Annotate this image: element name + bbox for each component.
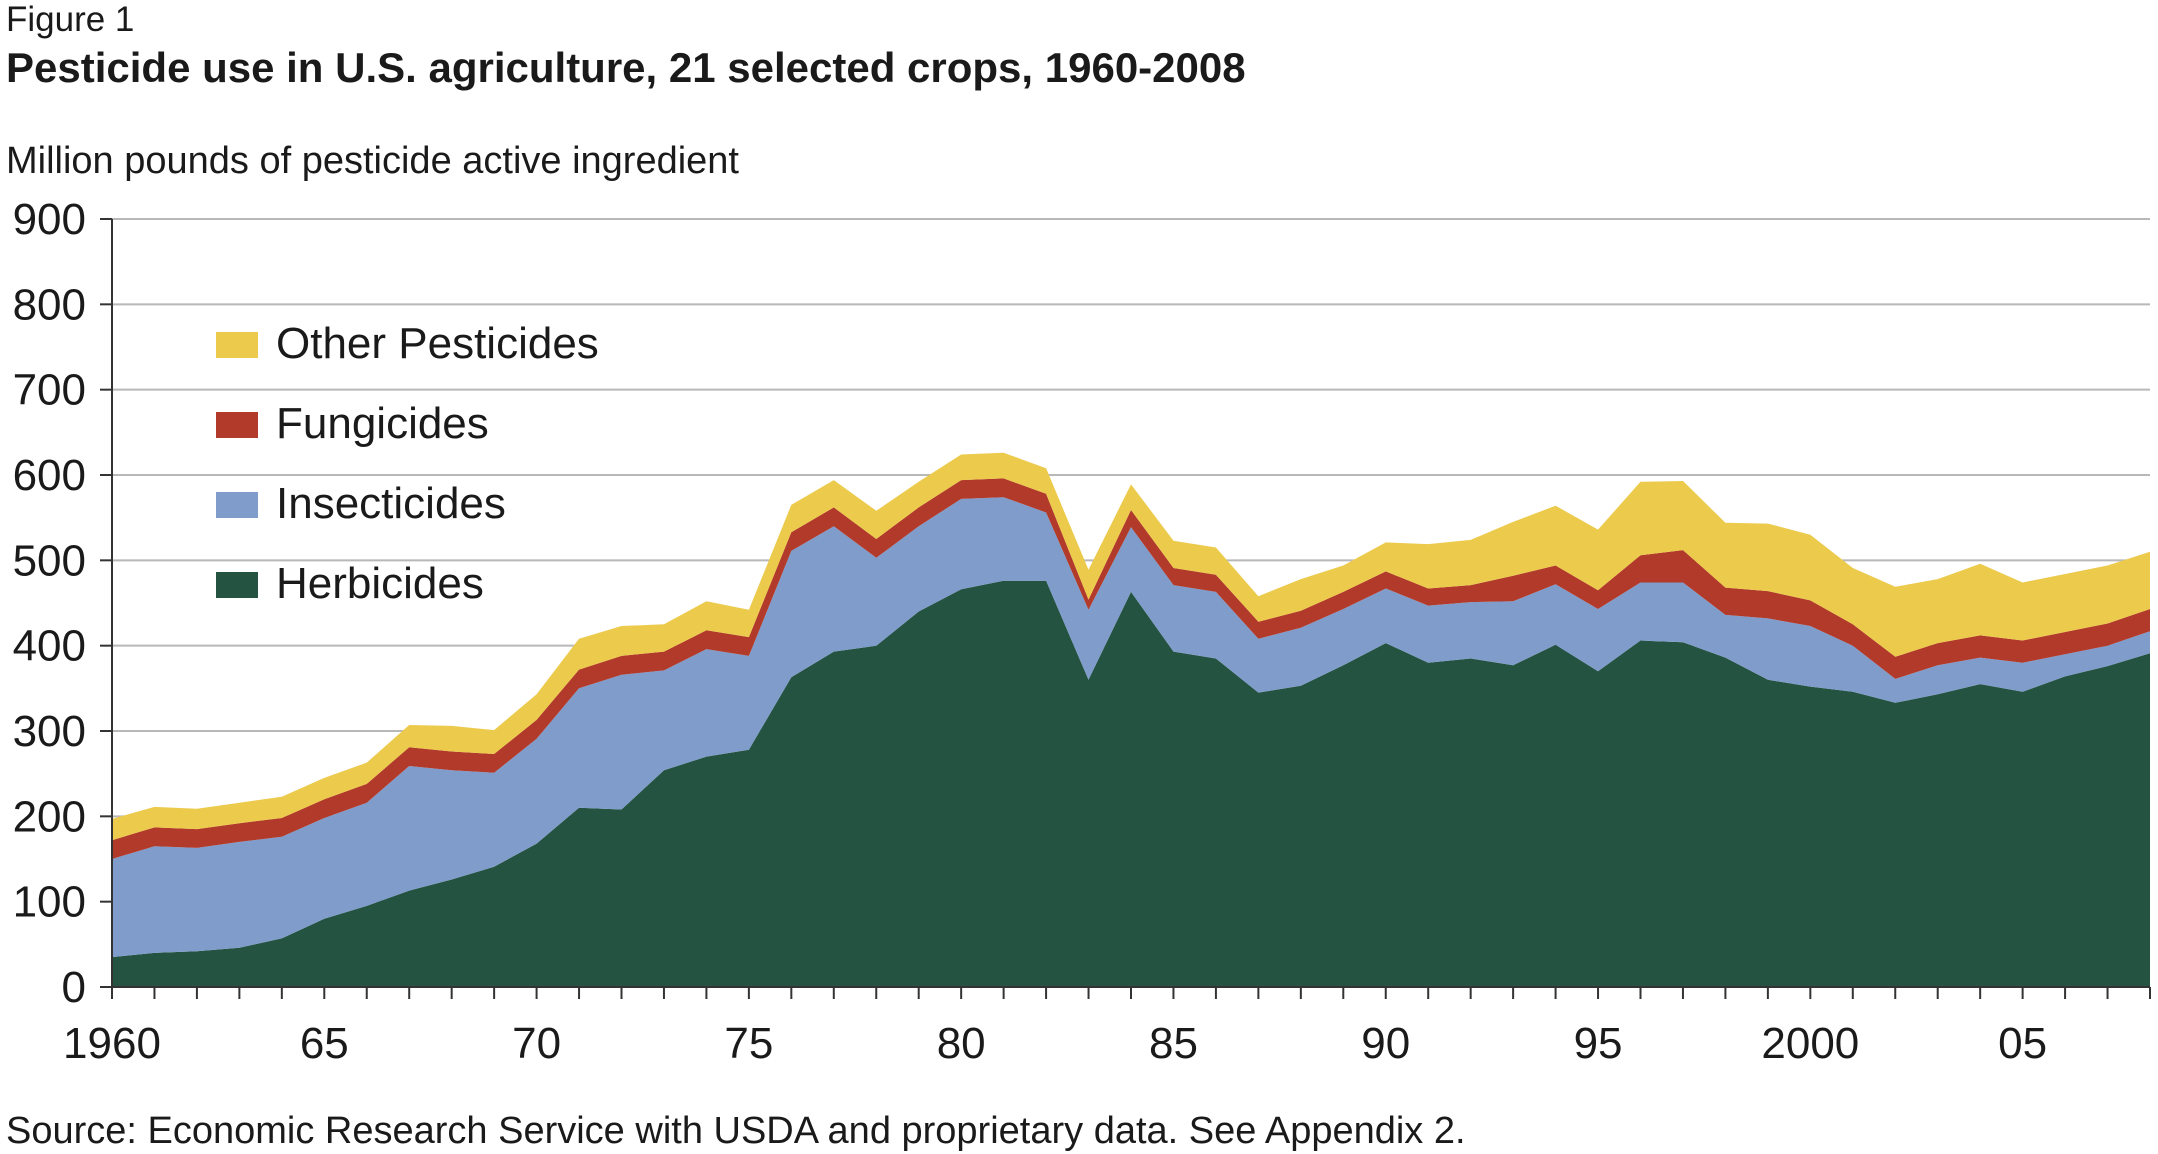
legend: Other Pesticides Fungicides Insecticides He…: [216, 319, 599, 608]
x-tick-label: 65: [300, 1019, 349, 1068]
y-tick-label: 300: [13, 707, 86, 756]
area-other-pesticides: [112, 452, 2150, 841]
area-herbicides: [112, 580, 2150, 987]
y-tick-label: 900: [13, 195, 86, 244]
x-tick-label: 85: [1149, 1019, 1198, 1068]
legend-label-fungicides: Fungicides: [276, 399, 489, 448]
source-note: Source: Economic Research Service with U…: [6, 1110, 1466, 1152]
y-tick-label: 500: [13, 536, 86, 585]
y-tick-label: 100: [13, 878, 86, 927]
x-tick-label: 95: [1574, 1019, 1623, 1068]
y-tick-label: 800: [13, 280, 86, 329]
x-tick-label: 90: [1361, 1019, 1410, 1068]
area-fungicides: [112, 478, 2150, 859]
y-tick-label: 0: [62, 963, 86, 1012]
y-tick-label: 400: [13, 622, 86, 671]
legend-swatch-fungicides: [216, 412, 258, 438]
stacked-areas: [112, 452, 2150, 987]
x-tick-label: 1960: [63, 1019, 161, 1068]
legend-swatch-herbicides: [216, 572, 258, 598]
y-tick-label: 200: [13, 792, 86, 841]
x-tick-label: 2000: [1761, 1019, 1859, 1068]
legend-swatch-other-pesticides: [216, 332, 258, 358]
pesticide-area-chart: 0 100 200 300 400 500 600 700 800 900 1960 65 70 75 80…: [13, 195, 2151, 1068]
y-axis-label: Million pounds of pesticide active ingre…: [6, 140, 739, 182]
legend-swatch-insecticides: [216, 492, 258, 518]
legend-label-other-pesticides: Other Pesticides: [276, 319, 599, 368]
figure-label: Figure 1: [6, 0, 135, 39]
x-tick-label: 05: [1998, 1019, 2047, 1068]
legend-label-herbicides: Herbicides: [276, 559, 484, 608]
x-tick-label: 70: [512, 1019, 561, 1068]
y-tick-label: 700: [13, 366, 86, 415]
area-insecticides: [112, 497, 2150, 958]
legend-label-insecticides: Insecticides: [276, 479, 506, 528]
axes: 0 100 200 300 400 500 600 700 800 900 1960 65 70 75 80…: [13, 195, 2151, 1068]
x-tick-label: 75: [724, 1019, 773, 1068]
chart-title: Pesticide use in U.S. agriculture, 21 se…: [6, 44, 1246, 91]
y-tick-label: 600: [13, 451, 86, 500]
x-tick-label: 80: [937, 1019, 986, 1068]
